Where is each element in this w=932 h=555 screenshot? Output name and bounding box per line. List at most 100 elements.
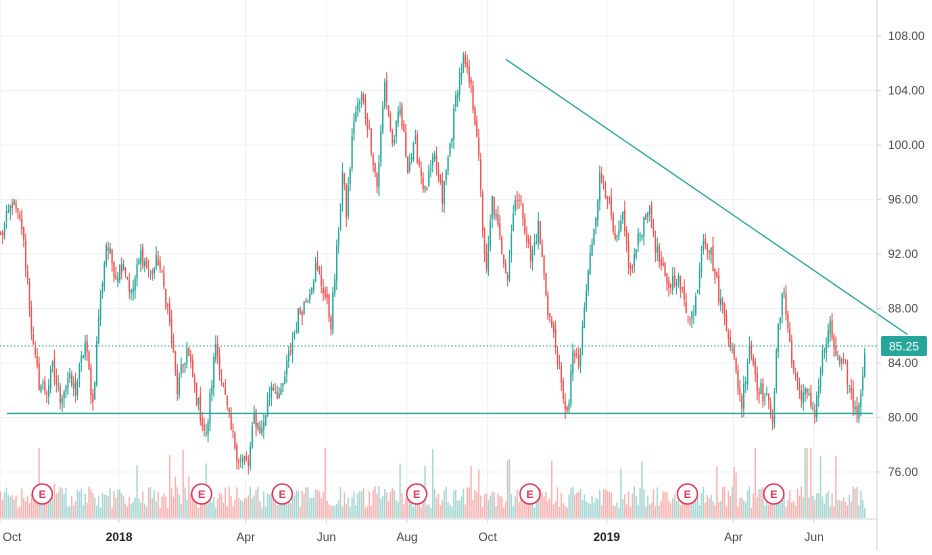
candle-body[interactable]	[284, 376, 286, 384]
candle-body[interactable]	[725, 314, 728, 331]
candle-body[interactable]	[556, 350, 559, 365]
candle-body[interactable]	[752, 356, 755, 365]
candle-body[interactable]	[796, 376, 799, 381]
candle-body[interactable]	[677, 275, 680, 283]
candle-body[interactable]	[364, 99, 367, 119]
candle-body[interactable]	[23, 227, 25, 240]
candle-body[interactable]	[293, 332, 296, 338]
candle-body[interactable]	[766, 393, 768, 396]
candle-body[interactable]	[416, 134, 419, 163]
candle-body[interactable]	[597, 200, 599, 221]
candle-body[interactable]	[572, 351, 574, 373]
candle-body[interactable]	[72, 383, 75, 389]
candle-body[interactable]	[574, 353, 576, 357]
candle-body[interactable]	[99, 293, 102, 320]
candle-body[interactable]	[326, 293, 328, 298]
candle-body[interactable]	[92, 393, 94, 403]
candle-body[interactable]	[278, 393, 280, 399]
candle-body[interactable]	[462, 54, 465, 73]
candle-body[interactable]	[616, 235, 618, 238]
earnings-marker[interactable]: E	[271, 483, 294, 505]
candle-body[interactable]	[117, 277, 119, 283]
candle-body[interactable]	[551, 319, 553, 327]
candle-body[interactable]	[193, 377, 196, 385]
candle-body[interactable]	[487, 244, 490, 272]
candle-body[interactable]	[476, 121, 478, 137]
earnings-marker[interactable]: E	[676, 483, 699, 505]
candle-body[interactable]	[49, 368, 52, 389]
candle-body[interactable]	[351, 136, 353, 168]
candle-body[interactable]	[74, 380, 77, 396]
candle-body[interactable]	[46, 392, 48, 395]
candle-body[interactable]	[218, 355, 221, 376]
candle-body[interactable]	[639, 234, 641, 236]
candle-body[interactable]	[286, 360, 288, 375]
time-axis[interactable]: Oct 2018 Apr Jun Aug Oct 2019 Apr Jun	[0, 519, 824, 544]
candle-body[interactable]	[144, 261, 146, 267]
candle-body[interactable]	[735, 358, 737, 371]
candle-body[interactable]	[332, 292, 334, 331]
candle-body[interactable]	[51, 361, 54, 367]
candle-body[interactable]	[480, 159, 482, 190]
candle-body[interactable]	[662, 262, 664, 266]
candle-body[interactable]	[11, 202, 13, 209]
candle-body[interactable]	[138, 260, 140, 264]
candle-body[interactable]	[312, 280, 315, 291]
candle-body[interactable]	[370, 128, 372, 154]
candle-body[interactable]	[353, 121, 355, 134]
candle-body[interactable]	[241, 458, 244, 462]
candle-body[interactable]	[255, 411, 257, 428]
candle-body[interactable]	[251, 425, 253, 448]
candle-body[interactable]	[497, 214, 499, 225]
candle-body[interactable]	[524, 218, 526, 234]
candle-body[interactable]	[420, 168, 422, 176]
candle-body[interactable]	[455, 95, 457, 107]
candle-body[interactable]	[157, 258, 159, 265]
candle-body[interactable]	[76, 381, 79, 396]
candle-body[interactable]	[180, 365, 182, 374]
candle-body[interactable]	[679, 276, 682, 290]
candle-body[interactable]	[595, 217, 597, 227]
candle-body[interactable]	[165, 289, 167, 308]
candle-body[interactable]	[86, 340, 88, 352]
candle-body[interactable]	[289, 350, 292, 352]
candle-body[interactable]	[213, 356, 215, 389]
candle-body[interactable]	[161, 271, 163, 273]
candle-body[interactable]	[643, 216, 645, 236]
candle-body[interactable]	[209, 393, 211, 424]
candle-body[interactable]	[84, 341, 86, 357]
candle-body[interactable]	[422, 177, 424, 190]
candle-body[interactable]	[470, 79, 472, 84]
candle-body[interactable]	[506, 274, 509, 280]
candle-body[interactable]	[362, 94, 365, 103]
candle-body[interactable]	[750, 342, 753, 355]
candle-body[interactable]	[552, 323, 555, 333]
candle-body[interactable]	[541, 244, 543, 258]
candle-body[interactable]	[720, 298, 722, 305]
candle-body[interactable]	[522, 203, 524, 219]
candle-body[interactable]	[501, 237, 503, 254]
candle-body[interactable]	[230, 413, 232, 430]
candle-body[interactable]	[382, 107, 384, 132]
candle-body[interactable]	[245, 456, 248, 461]
candle-body[interactable]	[282, 383, 284, 387]
candle-body[interactable]	[464, 54, 467, 65]
candle-body[interactable]	[124, 267, 127, 274]
candle-body[interactable]	[30, 308, 33, 332]
candle-body[interactable]	[236, 445, 238, 461]
candle-body[interactable]	[510, 234, 513, 256]
candle-body[interactable]	[186, 348, 188, 363]
candle-body[interactable]	[303, 302, 305, 315]
candle-body[interactable]	[372, 155, 374, 166]
candle-body[interactable]	[466, 62, 468, 68]
candle-body[interactable]	[618, 229, 620, 236]
candle-body[interactable]	[739, 388, 741, 394]
candle-body[interactable]	[685, 302, 687, 313]
candle-body[interactable]	[270, 385, 273, 398]
candle-body[interactable]	[40, 385, 42, 392]
candle-body[interactable]	[109, 247, 111, 254]
candle-body[interactable]	[19, 214, 21, 218]
candle-body[interactable]	[683, 286, 685, 300]
candle-body[interactable]	[174, 351, 177, 371]
